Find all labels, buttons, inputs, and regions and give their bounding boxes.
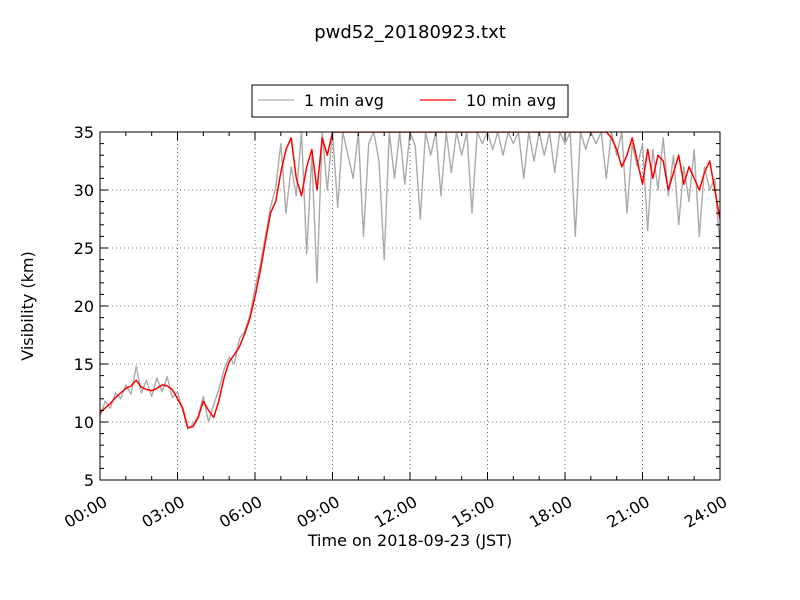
series-line-10min: [100, 132, 720, 429]
series-line-1min: [100, 132, 720, 430]
y-tick-label: 10: [74, 413, 94, 432]
legend-label-10min: 10 min avg: [466, 91, 556, 110]
y-tick-label: 35: [74, 123, 94, 142]
ticks: [99, 131, 721, 481]
chart-title: pwd52_20180923.txt: [314, 22, 506, 43]
x-tick-label: 21:00: [603, 492, 652, 532]
x-axis-label: Time on 2018-09-23 (JST): [307, 531, 512, 550]
legend-label-1min: 1 min avg: [304, 91, 384, 110]
x-tick-labels: 00:00 03:00 06:00 09:00 12:00 15:00 18:00 21:00…: [61, 492, 730, 532]
x-tick-label: 12:00: [371, 492, 420, 532]
x-tick-label: 15:00: [448, 492, 497, 532]
y-tick-label: 5: [84, 471, 94, 490]
x-tick-label: 18:00: [526, 492, 575, 532]
legend-box: [251, 84, 569, 118]
legend: 1 min avg 10 min avg: [251, 84, 569, 118]
y-tick-label: 25: [74, 239, 94, 258]
grid: [100, 132, 720, 480]
y-tick-label: 15: [74, 355, 94, 374]
x-tick-label: 09:00: [293, 492, 342, 532]
x-tick-label: 03:00: [138, 492, 187, 532]
y-tick-label: 30: [74, 181, 94, 200]
y-tick-label: 20: [74, 297, 94, 316]
y-tick-labels: 5 10 15 20 25 30 35: [74, 123, 94, 490]
x-tick-label: 06:00: [216, 492, 265, 532]
y-axis-label: Visibility (km): [18, 251, 37, 360]
x-tick-label: 24:00: [681, 492, 730, 532]
series-layer: [100, 132, 720, 430]
x-tick-label: 00:00: [61, 492, 110, 532]
